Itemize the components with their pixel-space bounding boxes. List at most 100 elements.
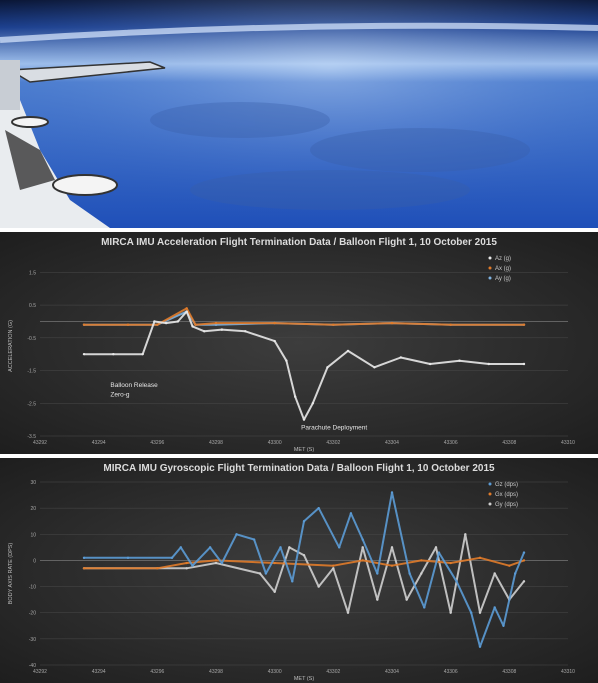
data-point [376,598,379,601]
data-point [437,551,441,554]
y-axis-label: ACCELERATION (G) [8,320,14,372]
y-tick-label: 0.5 [29,303,36,309]
x-tick-label: 43292 [33,669,47,675]
data-point [522,551,526,554]
data-point [449,561,452,565]
data-point [522,559,526,562]
data-point [522,323,526,326]
x-tick-label: 43306 [444,669,458,675]
data-point [82,567,86,570]
acceleration-chart: MIRCA IMU Acceleration Flight Terminatio… [0,232,598,454]
data-point [258,572,262,575]
data-point [361,538,364,541]
legend-marker [488,266,492,270]
data-point [273,321,276,325]
y-tick-label: 10 [30,532,36,538]
data-point [326,366,329,369]
data-point [317,506,320,510]
data-point [514,572,517,575]
data-point [264,572,268,575]
x-tick-label: 43296 [150,440,164,446]
data-point [423,606,426,609]
data-point [126,323,130,326]
x-tick-label: 43300 [268,440,282,446]
data-point [361,546,364,549]
data-point [164,321,168,325]
legend-entry: Ay (g) [495,276,511,282]
x-tick-label: 43308 [502,669,516,675]
data-point [522,362,526,366]
legend-entry: Gz (dps) [495,482,518,488]
data-point [153,320,156,323]
data-point [390,564,394,567]
data-point [220,328,224,331]
photo-svg [0,0,598,228]
data-point [455,580,458,583]
data-point [191,564,194,567]
data-point [302,520,306,523]
data-point [390,491,394,494]
data-point [273,590,276,593]
y-tick-label: -2.5 [27,401,36,407]
x-tick-label: 43294 [92,440,106,446]
data-point [273,339,276,343]
data-point [185,561,188,565]
data-point [434,546,438,549]
series-line-az [84,310,524,421]
legend-marker [488,492,492,496]
data-point [317,585,320,588]
data-point [346,611,350,614]
data-point [179,546,182,549]
stratosphere-horizon-photo [0,0,598,228]
data-point [214,321,218,325]
data-point [346,349,350,353]
x-axis-label: MET (S) [294,447,315,453]
x-tick-label: 43302 [326,669,340,675]
legend-entry: Ax (g) [495,266,511,272]
x-tick-label: 43302 [326,440,340,446]
data-point [332,323,335,326]
data-point [408,572,411,575]
x-tick-label: 43298 [209,669,223,675]
data-point [302,554,306,557]
legend-marker [488,276,492,280]
data-point [449,611,452,614]
x-tick-label: 43294 [92,669,106,675]
data-point [464,533,467,536]
data-point [399,356,402,359]
y-axis-label: BODY AXIS RATE (DPS) [8,543,14,605]
data-point [294,395,297,398]
data-point [194,323,197,326]
data-point [185,567,188,570]
data-point [208,546,212,549]
data-point [235,533,238,536]
y-tick-label: -10 [29,585,36,591]
x-tick-label: 43308 [502,440,516,446]
data-point [82,556,86,560]
data-point [522,580,526,583]
data-point [185,310,188,313]
y-tick-label: -1.5 [27,369,36,375]
data-point [493,606,496,609]
y-tick-label: 0 [33,558,36,564]
y-tick-label: -0.5 [27,336,36,342]
data-point [428,362,432,366]
x-tick-label: 43298 [209,440,223,446]
legend-entry: Gx (dps) [495,492,518,498]
data-point [405,598,408,601]
chart-title: MIRCA IMU Acceleration Flight Terminatio… [101,237,497,248]
data-point [376,572,379,575]
chart-background [0,232,598,454]
data-point [420,572,423,575]
legend-marker [488,482,492,486]
data-point [273,561,276,565]
legend-entry: Az (g) [495,256,511,262]
data-point [191,325,194,328]
data-point [252,538,256,541]
data-point [420,559,423,562]
x-tick-label: 43300 [268,669,282,675]
data-point [176,320,180,323]
y-tick-label: 1.5 [29,270,36,276]
data-point [302,418,306,421]
x-tick-label: 43310 [561,440,575,446]
